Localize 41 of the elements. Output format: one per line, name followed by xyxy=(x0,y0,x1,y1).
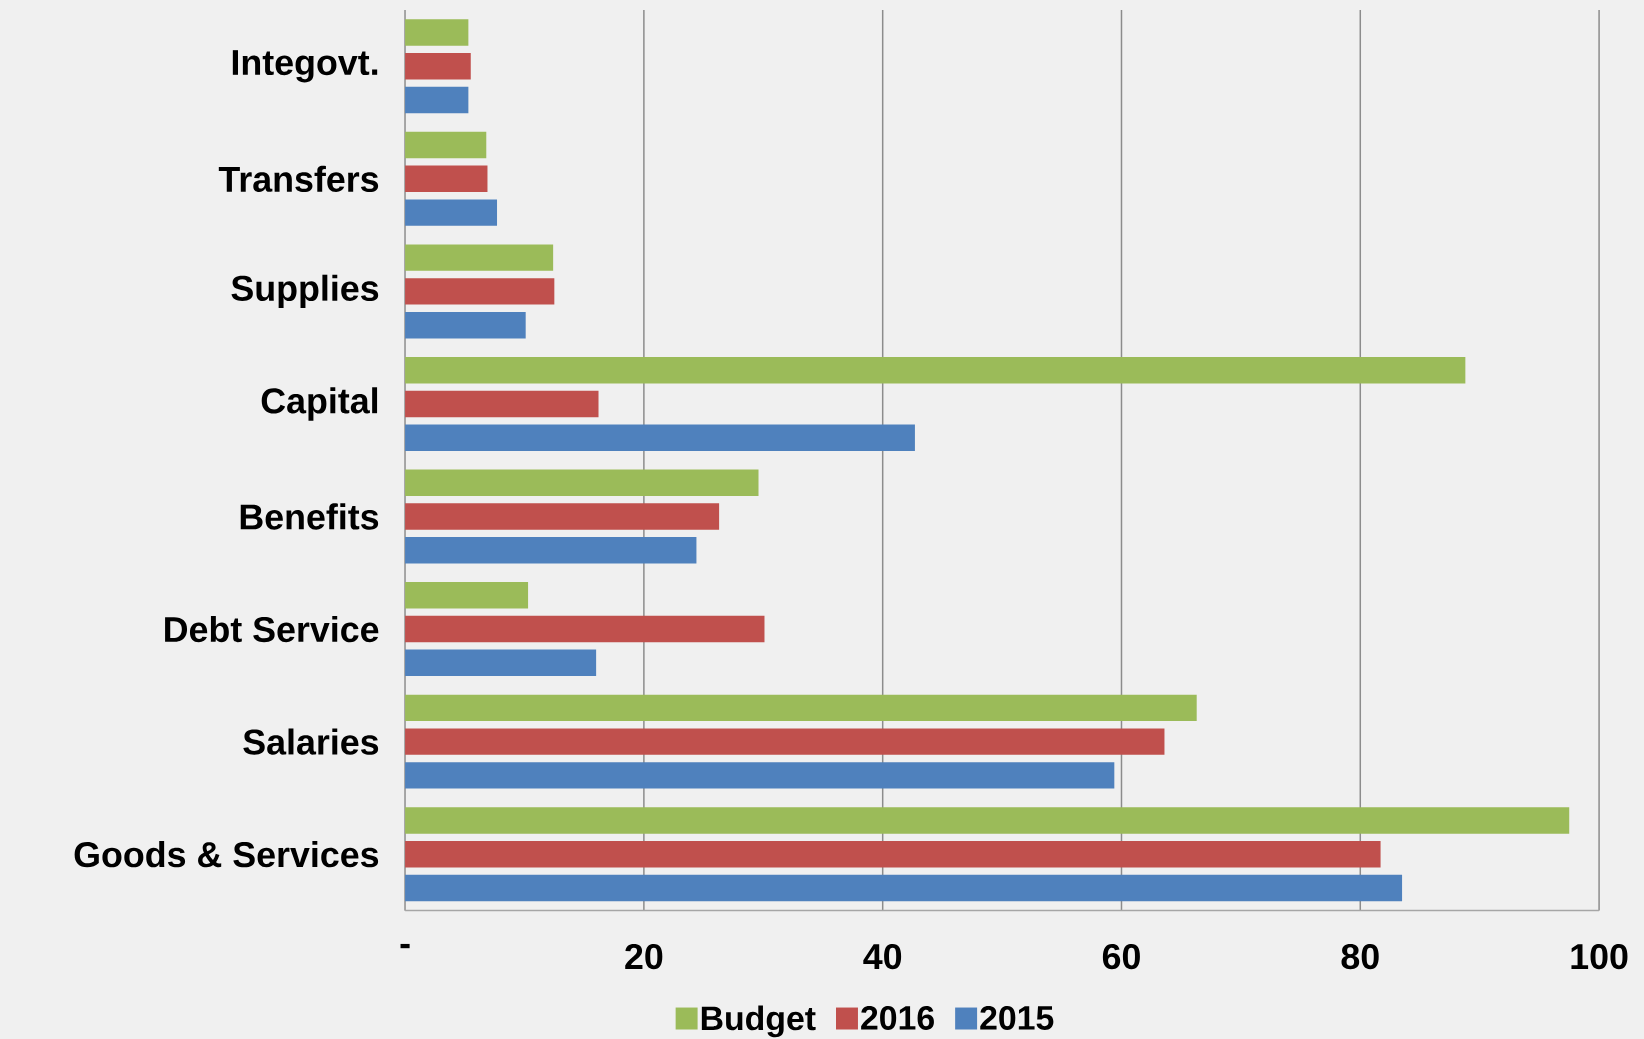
bar xyxy=(405,86,469,114)
bar xyxy=(405,728,1165,755)
legend-label: 2015 xyxy=(980,1005,1054,1030)
bar xyxy=(405,469,759,496)
bar xyxy=(405,19,469,46)
x-tick-label: 40 xyxy=(863,943,902,970)
y-tick-label: Capital xyxy=(261,387,378,421)
legend-label: 2016 xyxy=(861,1005,934,1030)
bar xyxy=(405,503,720,530)
bar xyxy=(405,131,487,159)
y-tick-label: Goods & Services xyxy=(74,840,379,868)
bar xyxy=(405,390,599,418)
y-tick-label: Supplies xyxy=(231,274,379,308)
bar xyxy=(405,536,697,564)
bar xyxy=(405,311,526,339)
y-tick-label: Integovt. xyxy=(232,50,378,83)
x-tick-label: 80 xyxy=(1341,943,1379,970)
x-tick-label: 20 xyxy=(625,943,663,970)
y-tick-label: Benefits xyxy=(240,503,379,530)
bar xyxy=(405,581,529,609)
bar xyxy=(405,244,554,271)
bar xyxy=(405,649,597,676)
bar xyxy=(405,199,498,226)
bar xyxy=(405,356,1466,384)
bar xyxy=(405,615,765,643)
bar xyxy=(405,694,1197,721)
x-tick-label: 100 xyxy=(1571,943,1628,970)
bar xyxy=(405,165,488,192)
y-tick-label: Salaries xyxy=(243,728,379,755)
bar xyxy=(405,52,471,80)
legend-label: Budget xyxy=(701,1005,816,1038)
bar xyxy=(405,762,1115,789)
bar xyxy=(405,807,1570,834)
bar xyxy=(405,874,1403,902)
bar xyxy=(405,424,915,451)
y-tick-label: Transfers xyxy=(218,165,379,192)
bar xyxy=(405,840,1381,868)
y-tick-label: Debt Service xyxy=(165,615,379,643)
bar xyxy=(405,278,555,305)
x-tick-label: 60 xyxy=(1102,943,1140,970)
x-tick-label: - xyxy=(400,943,410,949)
